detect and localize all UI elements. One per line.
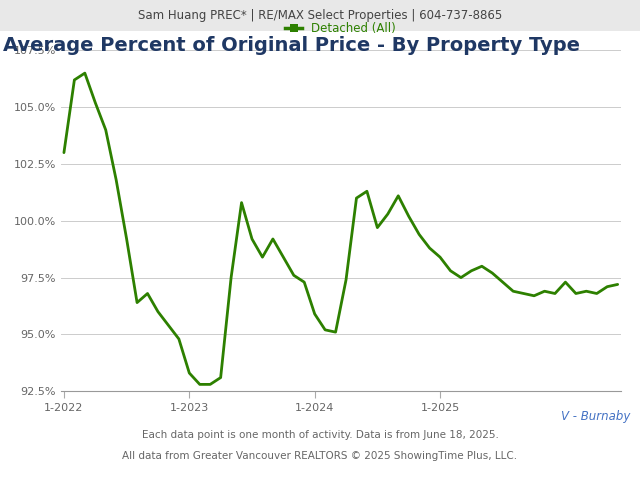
Text: V - Burnaby: V - Burnaby [561,410,630,423]
Text: All data from Greater Vancouver REALTORS © 2025 ShowingTime Plus, LLC.: All data from Greater Vancouver REALTORS… [122,451,518,461]
Text: Average Percent of Original Price - By Property Type: Average Percent of Original Price - By P… [3,36,580,55]
Legend: Detached (All): Detached (All) [281,17,401,39]
Text: Sam Huang PREC* | RE/MAX Select Properties | 604-737-8865: Sam Huang PREC* | RE/MAX Select Properti… [138,9,502,22]
Text: Each data point is one month of activity. Data is from June 18, 2025.: Each data point is one month of activity… [141,430,499,440]
